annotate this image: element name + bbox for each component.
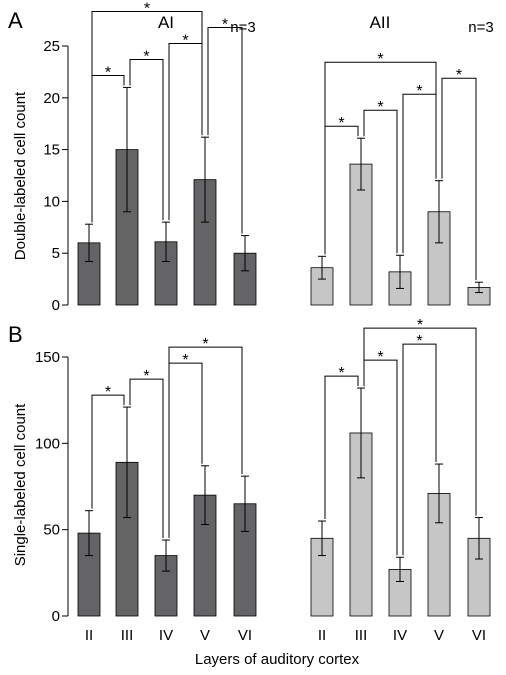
significance-star: *: [338, 115, 344, 132]
panel-b-y-label: Single-labeled cell count: [12, 403, 29, 566]
x-tick-label: VI: [238, 627, 252, 644]
significance-bracket: [402, 343, 437, 556]
significance-bracket: [207, 26, 243, 234]
significance-star: *: [143, 368, 149, 385]
x-tick-label: IV: [159, 627, 173, 644]
y-tick-label: 150: [35, 349, 60, 366]
significance-star: *: [377, 99, 383, 116]
significance-star: *: [144, 0, 150, 17]
x-tick-label: II: [318, 627, 326, 644]
x-category-labels: II III IV V VI II III IV V VI: [85, 627, 486, 644]
significance-star: *: [222, 16, 228, 33]
significance-star: *: [143, 48, 149, 65]
significance-star: *: [377, 349, 383, 366]
significance-star: *: [416, 83, 422, 100]
significance-star: *: [338, 365, 344, 382]
panel-a-y-label: Double-labeled cell count: [12, 91, 29, 260]
panel-b-letter: B: [8, 322, 23, 347]
significance-star: *: [202, 336, 208, 353]
significance-bracket: [91, 10, 203, 223]
x-tick-label: III: [121, 627, 134, 644]
significance-star: *: [456, 67, 462, 84]
y-tick-label: 0: [52, 297, 60, 314]
significance-star: *: [416, 333, 422, 350]
significance-bracket: [324, 375, 359, 520]
significance-bracket: [441, 77, 477, 281]
y-tick-label: 5: [52, 245, 60, 262]
significance-bracket: [129, 378, 164, 539]
x-tick-label: VI: [472, 627, 486, 644]
significance-bracket: [129, 58, 164, 221]
panel-a: 0 5 10 15 20 25 * * * * * * * * * *: [43, 0, 491, 314]
significance-star: *: [105, 384, 111, 401]
significance-star: *: [182, 32, 188, 49]
x-tick-label: V: [434, 627, 444, 644]
panel-a-ai-n: n=3: [230, 19, 255, 36]
y-tick-label: 15: [43, 142, 60, 159]
x-tick-label: II: [85, 627, 93, 644]
y-tick-label: 0: [52, 608, 60, 625]
x-tick-label: III: [355, 627, 368, 644]
significance-star: *: [417, 317, 423, 334]
y-tick-label: 20: [43, 90, 60, 107]
panel-a-ai-title: AI: [158, 13, 174, 32]
y-tick-label: 25: [43, 38, 60, 55]
panel-a-aii-n: n=3: [468, 19, 493, 36]
significance-bracket: [168, 346, 243, 539]
significance-star: *: [377, 51, 383, 68]
y-tick-label: 10: [43, 193, 60, 210]
y-tick-label: 100: [35, 435, 60, 452]
significance-star: *: [182, 352, 188, 369]
significance-bracket: [91, 394, 125, 509]
x-axis-label: Layers of auditory cortex: [195, 651, 360, 668]
significance-bracket: [363, 109, 398, 254]
x-tick-label: V: [200, 627, 210, 644]
y-tick-label: 50: [43, 522, 60, 539]
panel-a-aii-title: AII: [370, 13, 391, 32]
significance-bracket: [363, 327, 477, 516]
significance-star: *: [105, 64, 111, 81]
x-tick-label: IV: [393, 627, 407, 644]
panel-a-letter: A: [8, 8, 23, 33]
significance-bracket: [324, 61, 437, 255]
